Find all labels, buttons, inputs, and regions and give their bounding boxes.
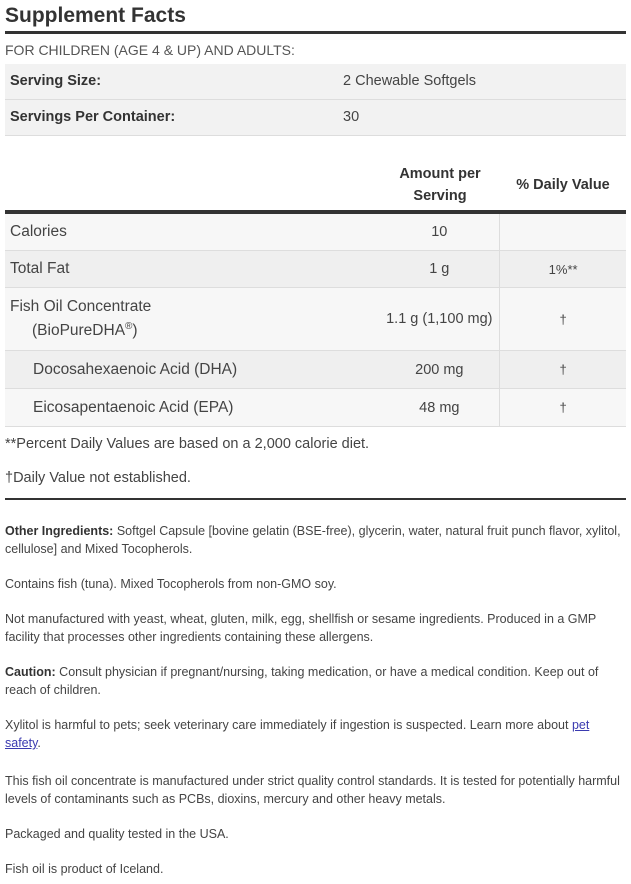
table-row: Eicosapentaenoic Acid (EPA) 48 mg † xyxy=(5,389,626,427)
table-row: Fish Oil Concentrate (BioPureDHA®) 1.1 g (… xyxy=(5,288,626,351)
servings-per-container-row: Servings Per Container: 30 xyxy=(5,100,626,136)
origin-note: Fish oil is product of Iceland. xyxy=(5,862,164,876)
daily-value: † xyxy=(499,389,626,426)
quality-note: This fish oil concentrate is manufacture… xyxy=(5,774,620,806)
label: Servings Per Container: xyxy=(10,109,176,125)
serving-size-row: Serving Size: 2 Chewable Softgels xyxy=(5,64,626,100)
amount-header-line2: Serving xyxy=(413,188,467,204)
divider xyxy=(5,31,626,34)
text: Softgel Capsule [bovine gelatin (BSE-fre… xyxy=(5,524,621,556)
other-ingredients: Other Ingredients: Softgel Capsule [bovi… xyxy=(5,522,626,558)
paren: ) xyxy=(132,322,138,340)
footnote-dagger: †Daily Value not established. xyxy=(5,470,191,486)
amount-header-line1: Amount per xyxy=(399,166,481,182)
table-row: Total Fat 1 g 1%** xyxy=(5,251,626,288)
table-row: Calories 10 xyxy=(5,214,626,251)
amount: 48 mg xyxy=(419,399,460,416)
nutrient-name: Fish Oil Concentrate (BioPureDHA®) xyxy=(5,288,379,350)
nutrient-name: Total Fat xyxy=(10,260,70,277)
name-line2: (BioPureDHA®) xyxy=(10,321,379,340)
value: 30 xyxy=(343,109,360,125)
contains-note: Contains fish (tuna). Mixed Tocopherols … xyxy=(5,577,337,591)
amount: 1 g xyxy=(429,261,450,277)
pet-safety-link[interactable]: pet safety xyxy=(5,718,590,750)
xylitol-note: Xylitol is harmful to pets; seek veterin… xyxy=(5,716,626,752)
daily-value xyxy=(499,214,626,250)
amount: 1.1 g (1,100 mg) xyxy=(386,311,493,327)
daily-value: † xyxy=(499,351,626,388)
text: Xylitol is harmful to pets; seek veterin… xyxy=(5,718,572,732)
label: Caution: xyxy=(5,665,56,679)
nutrient-name: Eicosapentaenoic Acid (EPA) xyxy=(33,398,234,416)
supplement-facts: Supplement Facts FOR CHILDREN (AGE 4 & U… xyxy=(5,0,626,878)
value: 2 Chewable Softgels xyxy=(343,73,476,89)
nutrient-name: Calories xyxy=(10,223,67,240)
table-row: Docosahexaenoic Acid (DHA) 200 mg † xyxy=(5,351,626,389)
divider xyxy=(5,498,626,500)
daily-value: 1%** xyxy=(499,251,626,287)
nutrient-name: Docosahexaenoic Acid (DHA) xyxy=(33,360,238,378)
packaged-note: Packaged and quality tested in the USA. xyxy=(5,827,229,841)
label: Serving Size: xyxy=(10,73,102,89)
period: . xyxy=(37,736,41,750)
daily-value: † xyxy=(499,288,626,350)
caution-note: Caution: Consult physician if pregnant/n… xyxy=(5,663,626,699)
label: Other Ingredients: xyxy=(5,524,114,538)
dv-header: % Daily Value xyxy=(516,177,610,193)
registered-mark: ® xyxy=(125,320,133,332)
text: Consult physician if pregnant/nursing, t… xyxy=(5,665,599,697)
footnote-percent: **Percent Daily Values are based on a 2,… xyxy=(5,436,370,452)
table-header: Amount per Serving % Daily Value xyxy=(5,160,626,214)
amount: 10 xyxy=(431,224,448,240)
audience-note: FOR CHILDREN (AGE 4 & UP) AND ADULTS: xyxy=(5,42,295,58)
allergen-note: Not manufactured with yeast, wheat, glut… xyxy=(5,612,597,644)
amount-header: Amount per Serving xyxy=(380,160,500,210)
page-title: Supplement Facts xyxy=(5,4,186,27)
amount: 200 mg xyxy=(415,361,464,378)
brand: (BioPureDHA xyxy=(32,322,126,340)
name-line1: Fish Oil Concentrate xyxy=(10,297,152,315)
